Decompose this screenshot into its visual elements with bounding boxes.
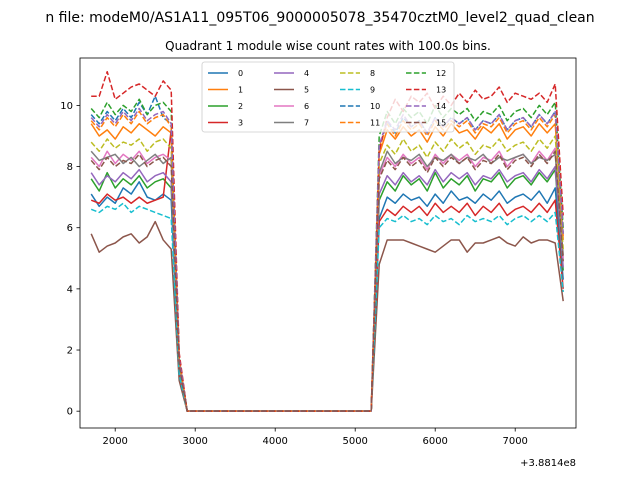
legend-label-14: 14 — [436, 102, 446, 111]
series-line-3 — [90, 129, 564, 412]
x-tick-label: 6000 — [422, 436, 447, 447]
y-tick-label: 2 — [67, 346, 73, 357]
x-offset-label: +3.8814e8 — [520, 458, 576, 469]
legend-label-7: 7 — [304, 119, 309, 128]
series-line-4 — [90, 165, 564, 412]
x-tick-label: 2000 — [102, 436, 127, 447]
x-tick-label: 3000 — [182, 436, 207, 447]
series-line-7 — [90, 150, 564, 412]
legend-label-15: 15 — [436, 119, 446, 128]
y-tick-label: 0 — [67, 407, 73, 418]
legend-label-13: 13 — [436, 86, 446, 95]
series-line-6 — [90, 147, 564, 412]
x-axis: 2000 3000 4000 5000 6000 7000 — [102, 428, 528, 447]
x-tick-label: 4000 — [262, 436, 287, 447]
x-tick-label: 5000 — [342, 436, 367, 447]
legend-label-12: 12 — [436, 69, 446, 78]
series-line-14 — [90, 107, 564, 412]
legend-box — [201, 61, 455, 133]
series-line-5 — [90, 220, 564, 412]
y-tick-label: 10 — [60, 101, 73, 112]
y-tick-label: 4 — [67, 284, 73, 295]
legend-label-1: 1 — [238, 86, 243, 95]
y-tick-label: 8 — [67, 162, 73, 173]
plot-frame — [79, 57, 577, 429]
legend-label-11: 11 — [370, 119, 380, 128]
legend-label-4: 4 — [304, 69, 309, 78]
chart-title: Quadrant 1 module wise count rates with … — [165, 39, 491, 53]
series-line-15 — [90, 150, 564, 412]
series-line-2 — [90, 168, 564, 412]
legend-label-9: 9 — [370, 86, 375, 95]
x-tick-label: 7000 — [502, 436, 527, 447]
y-tick-label: 6 — [67, 223, 73, 234]
series-line-11 — [90, 110, 564, 412]
legend-label-6: 6 — [304, 102, 309, 111]
y-axis: 0 2 4 6 8 10 — [60, 101, 80, 418]
legend-label-10: 10 — [370, 102, 380, 111]
legend-label-2: 2 — [238, 102, 243, 111]
legend-label-8: 8 — [370, 69, 375, 78]
legend-label-5: 5 — [304, 86, 309, 95]
series-line-0 — [90, 181, 564, 412]
series-line-9 — [90, 202, 564, 412]
series-line-8 — [90, 135, 564, 412]
series-line-10 — [90, 95, 564, 412]
figure-suptitle: n file: modeM0/AS1A11_095T06_9000005078_… — [45, 10, 594, 26]
legend-label-0: 0 — [238, 69, 243, 78]
legend-label-3: 3 — [238, 119, 243, 128]
series-line-1 — [90, 122, 564, 412]
